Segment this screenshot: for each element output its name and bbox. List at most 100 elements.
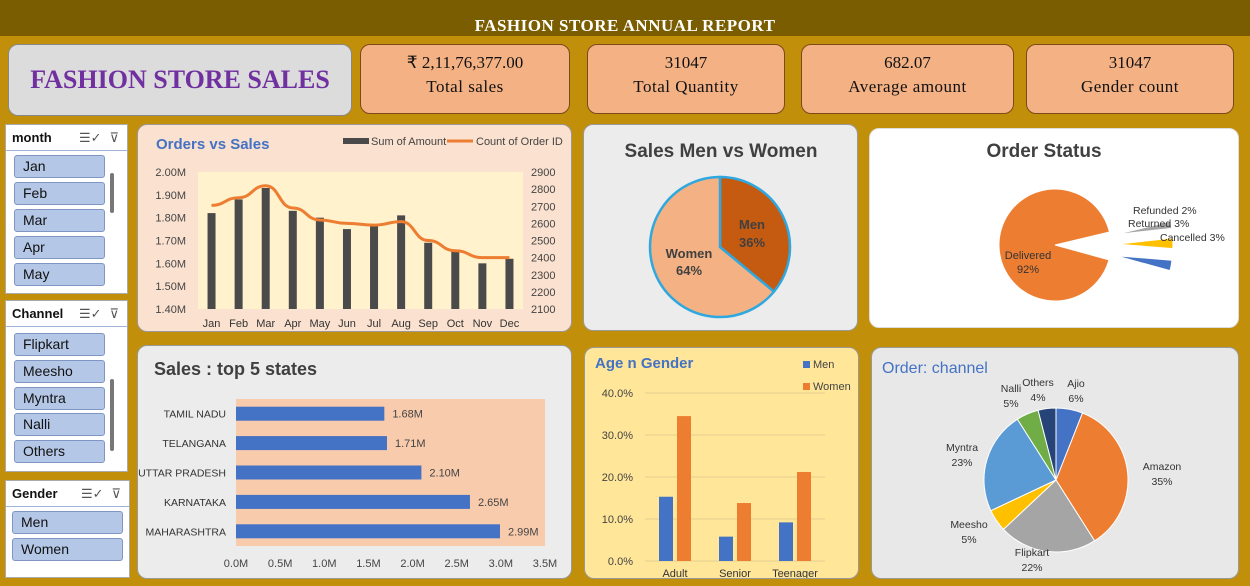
- bar-amount: [370, 224, 379, 309]
- slicer-gender: Gender ☰✓ ⊽ Men Women: [5, 480, 130, 578]
- panel-age-n-gender: Age n Gender Men Women 0.0% 10.0% 20.0% 30.0% 4…: [584, 347, 859, 579]
- slice-label-women: Women: [666, 246, 713, 261]
- slicer-item-nalli[interactable]: Nalli: [14, 413, 105, 436]
- y2-tick-label: 2400: [531, 253, 555, 265]
- dashboard-title: FASHION STORE SALES: [30, 65, 330, 94]
- plot-area: [198, 172, 523, 309]
- x-tick-label: Nov: [473, 318, 493, 330]
- slice-label-cancelled: Cancelled 3%: [1160, 232, 1225, 244]
- bar-women: [797, 471, 811, 561]
- bar-men: [779, 522, 793, 561]
- slicer-header: Gender ☰✓ ⊽: [6, 481, 129, 507]
- x-tick-label: 2.5M: [444, 558, 468, 570]
- bar-amount: [261, 187, 270, 309]
- bar-state: [236, 465, 422, 480]
- bar-amount: [397, 215, 406, 309]
- slice-label-amazon: Amazon: [1143, 461, 1182, 473]
- scrollbar[interactable]: [110, 379, 114, 451]
- slicer-item-women[interactable]: Women: [12, 538, 123, 561]
- x-tick-label: Jun: [338, 318, 356, 330]
- slice-label-refunded: Refunded 2%: [1133, 205, 1197, 217]
- kpi-value: ₹ 2,11,76,377.00: [406, 53, 524, 72]
- legend-swatch-women: [803, 383, 810, 390]
- pie-slice-others: [1037, 407, 1057, 481]
- x-tick-label: Feb: [229, 318, 248, 330]
- pie-slice-amazon: [1055, 412, 1129, 542]
- y-tick-label: 2.00M: [155, 167, 186, 179]
- y2-tick-label: 2500: [531, 236, 555, 248]
- slicer-item-apr[interactable]: Apr: [14, 236, 105, 259]
- scrollbar[interactable]: [110, 173, 114, 213]
- legend-swatch-amount: [343, 138, 369, 144]
- data-label: 2.10M: [429, 468, 460, 480]
- x-tick-label: 1.5M: [356, 558, 380, 570]
- pie-slice-myntra: [983, 418, 1057, 512]
- kpi-value: 31047: [664, 53, 708, 72]
- bar-men: [719, 536, 733, 561]
- sales-men-vs-women-chart: Sales Men vs Women Men 36% Women 64%: [625, 141, 817, 319]
- y2-tick-label: 2700: [531, 201, 555, 213]
- slicer-item-men[interactable]: Men: [12, 511, 123, 534]
- slice-value-flipkart: 22%: [1021, 562, 1042, 574]
- data-label: 2.65M: [478, 497, 509, 509]
- slice-label-nalli: Nalli: [1001, 383, 1021, 395]
- slice-label-delivered: Delivered: [1005, 250, 1051, 262]
- multi-select-icon[interactable]: ☰✓: [78, 129, 102, 145]
- slicer-item-jan[interactable]: Jan: [14, 155, 105, 178]
- legend-label: Men: [813, 359, 834, 371]
- x-tick-label: May: [309, 318, 330, 330]
- y-tick-label: 1.90M: [155, 190, 186, 202]
- bar-state: [236, 406, 385, 421]
- x-tick-label: Jul: [367, 318, 381, 330]
- slicer-item-meesho[interactable]: Meesho: [14, 360, 105, 383]
- slicer-title: Channel: [12, 306, 64, 321]
- orders-vs-sales-chart: Orders vs Sales Sum of Amount Count of Ord…: [155, 136, 562, 330]
- y-tick-label: 1.40M: [155, 304, 186, 316]
- slicer-item-may[interactable]: May: [14, 263, 105, 286]
- y-tick-label: 0.0%: [608, 556, 633, 568]
- slice-label-others: Others: [1022, 377, 1054, 389]
- y-tick-label: 10.0%: [602, 514, 633, 526]
- kpi-value: 31047: [1108, 53, 1152, 72]
- slicer-item-flipkart[interactable]: Flipkart: [14, 333, 105, 356]
- slice-label-meesho: Meesho: [950, 519, 988, 531]
- multi-select-icon[interactable]: ☰✓: [80, 485, 104, 501]
- legend-label: Sum of Amount: [371, 136, 446, 148]
- bar-amount: [342, 229, 351, 309]
- clear-filter-icon[interactable]: ⊽: [111, 485, 121, 501]
- slicer-item-others[interactable]: Others: [14, 440, 105, 463]
- x-tick-label: Dec: [500, 318, 520, 330]
- chart-title: Sales : top 5 states: [154, 359, 317, 379]
- x-tick-label: Jan: [203, 318, 221, 330]
- pie-slice-returned: [1116, 237, 1174, 250]
- slice-value-amazon: 35%: [1151, 476, 1172, 488]
- chart-title: Orders vs Sales: [156, 136, 269, 153]
- bar-state: [236, 436, 387, 451]
- slice-value-women: 64%: [676, 263, 702, 278]
- y2-tick-label: 2900: [531, 167, 555, 179]
- y-tick-label: 20.0%: [602, 472, 633, 484]
- slicer-item-mar[interactable]: Mar: [14, 209, 105, 232]
- slicer-title: month: [12, 130, 52, 145]
- slicer-item-myntra[interactable]: Myntra: [14, 387, 105, 410]
- panel-sales-men-vs-women: Sales Men vs Women Men 36% Women 64%: [583, 124, 858, 331]
- y2-tick-label: 2300: [531, 270, 555, 282]
- bar-amount: [207, 213, 216, 309]
- y-tick-label: 1.80M: [155, 213, 186, 225]
- x-tick-label: Apr: [284, 318, 301, 330]
- category-label: TELANGANA: [162, 438, 226, 450]
- panel-orders-vs-sales: Orders vs Sales Sum of Amount Count of Ord…: [137, 124, 572, 332]
- slice-label-myntra: Myntra: [946, 442, 978, 454]
- x-tick-label: Aug: [391, 318, 411, 330]
- clear-filter-icon[interactable]: ⊽: [109, 129, 119, 145]
- slice-label-ajio: Ajio: [1067, 378, 1085, 390]
- clear-filter-icon[interactable]: ⊽: [109, 305, 119, 321]
- slice-value-delivered: 92%: [1017, 264, 1039, 276]
- data-label: 1.68M: [392, 409, 423, 421]
- chart-title: Order: channel: [882, 360, 988, 377]
- slicer-item-feb[interactable]: Feb: [14, 182, 105, 205]
- multi-select-icon[interactable]: ☰✓: [78, 305, 102, 321]
- kpi-total-quantity: 31047 Total Quantity: [587, 44, 785, 114]
- bar-women: [737, 503, 751, 561]
- slice-value-nalli: 5%: [1003, 398, 1018, 410]
